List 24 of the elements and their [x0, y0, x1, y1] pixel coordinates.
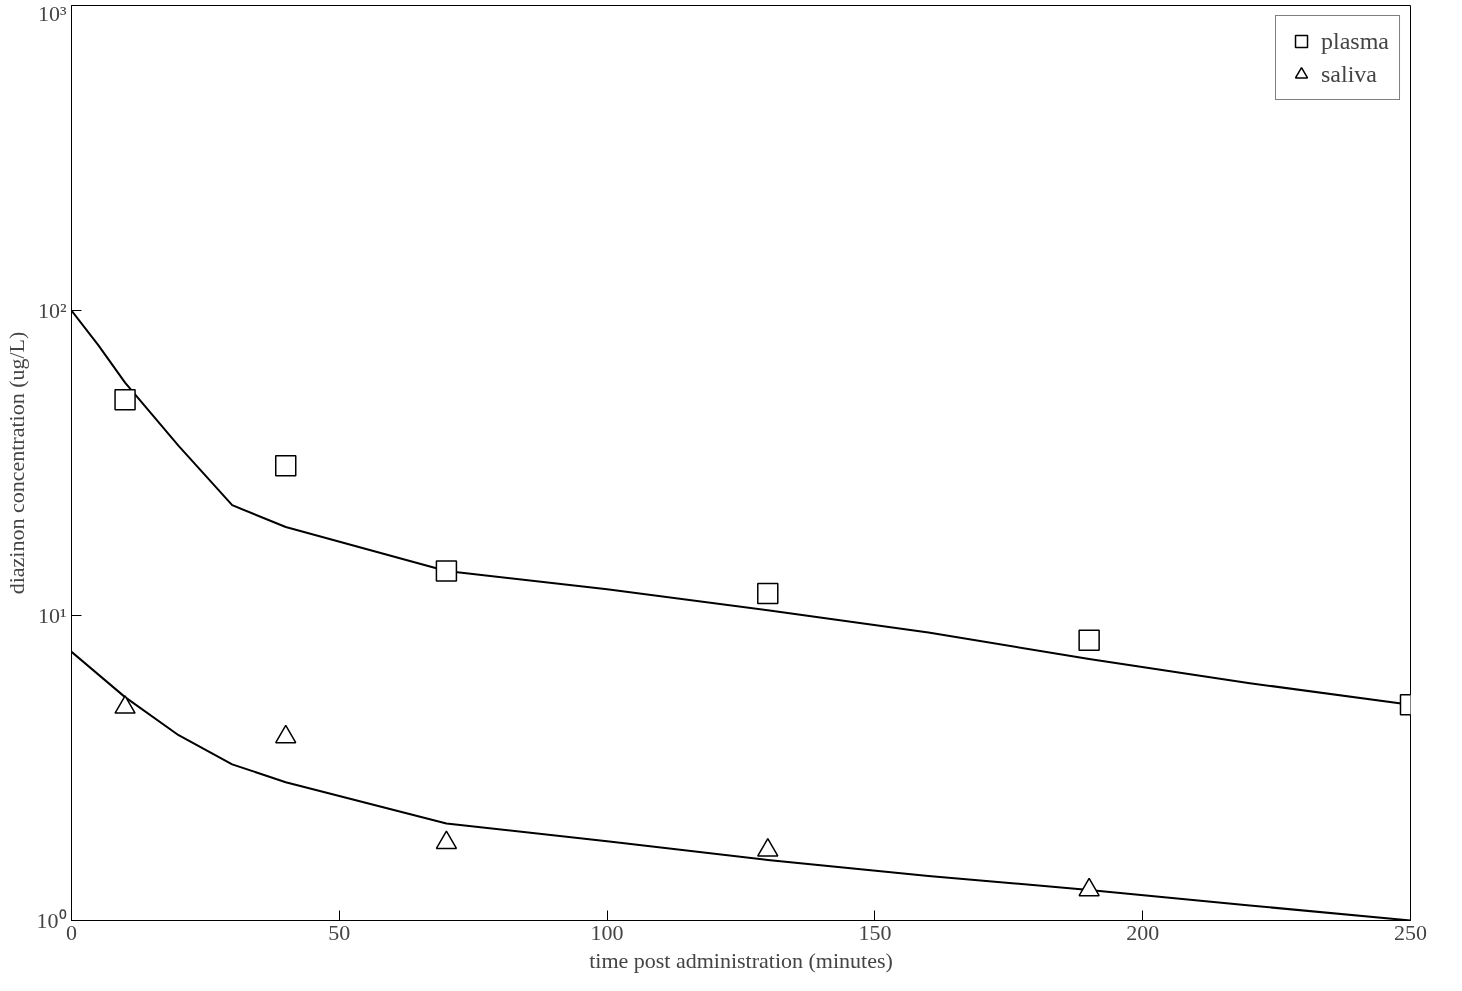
- y-axis-title: diazinon concentration (ug/L): [3, 331, 29, 595]
- point: [1078, 877, 1100, 897]
- x-tick-label: 250: [1394, 919, 1427, 945]
- legend-label: saliva: [1321, 60, 1377, 88]
- point: [274, 454, 297, 477]
- point: [435, 560, 458, 582]
- x-tick-label: 0: [66, 919, 77, 945]
- legend-label: plasma: [1321, 27, 1389, 55]
- y-tick-label: 10¹: [37, 603, 67, 628]
- y-tick-label: 10³: [37, 0, 67, 26]
- y-tick-label: 10⁰: [36, 908, 67, 933]
- x-tick-label: 150: [858, 919, 892, 945]
- x-axis-title: time post administration (minutes): [589, 947, 893, 973]
- point: [435, 830, 458, 850]
- point: [274, 724, 297, 744]
- point: [757, 582, 779, 605]
- point: [1078, 629, 1100, 651]
- point: [114, 388, 136, 411]
- x-tick-label: 100: [590, 919, 624, 945]
- point: [114, 695, 136, 714]
- point: [757, 837, 779, 857]
- x-tick-label: 200: [1126, 919, 1160, 945]
- y-tick-label: 10²: [37, 298, 67, 323]
- x-tick-label: 50: [328, 919, 351, 945]
